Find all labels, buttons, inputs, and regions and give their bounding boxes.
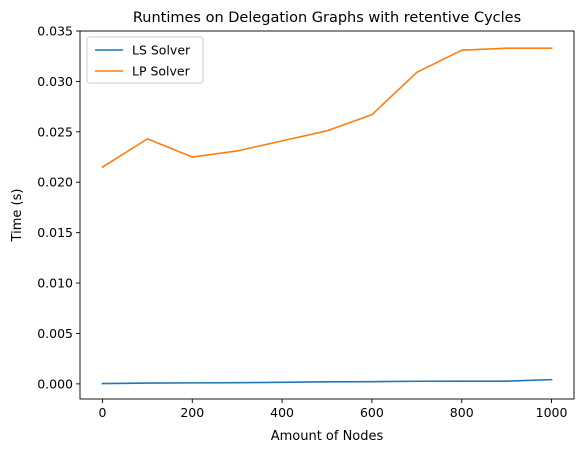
legend-label: LS Solver <box>132 43 191 58</box>
y-tick-label: 0.025 <box>37 124 73 139</box>
series-line-ls-solver <box>101 378 553 385</box>
x-tick-label: 200 <box>180 405 204 420</box>
y-tick-label: 0.030 <box>37 74 73 89</box>
legend-label: LP Solver <box>132 64 191 79</box>
plot-area-frame <box>79 30 575 400</box>
y-tick-label: 0.035 <box>37 24 73 39</box>
y-tick-label: 0.020 <box>37 175 73 190</box>
y-axis-label: Time (s) <box>10 189 25 243</box>
y-tick-label: 0.000 <box>37 376 73 391</box>
y-axis-ticks: 0.000 0.005 0.010 0.015 0.020 0.025 0.030 0.035 <box>37 24 80 391</box>
x-axis-ticks: 0 200 400 600 800 1000 <box>98 399 567 420</box>
x-axis-label: Amount of Nodes <box>271 429 384 444</box>
x-tick-label: 1000 <box>536 405 568 420</box>
legend: LS Solver LP Solver <box>86 36 204 84</box>
y-tick-label: 0.015 <box>37 225 73 240</box>
x-tick-label: 600 <box>360 405 384 420</box>
x-tick-label: 800 <box>450 405 474 420</box>
y-tick-label: 0.005 <box>37 326 73 341</box>
x-tick-label: 0 <box>98 405 106 420</box>
x-tick-label: 400 <box>270 405 294 420</box>
chart-title: Runtimes on Delegation Graphs with reten… <box>133 10 521 26</box>
series-layer <box>101 47 553 385</box>
y-tick-label: 0.010 <box>37 276 73 291</box>
